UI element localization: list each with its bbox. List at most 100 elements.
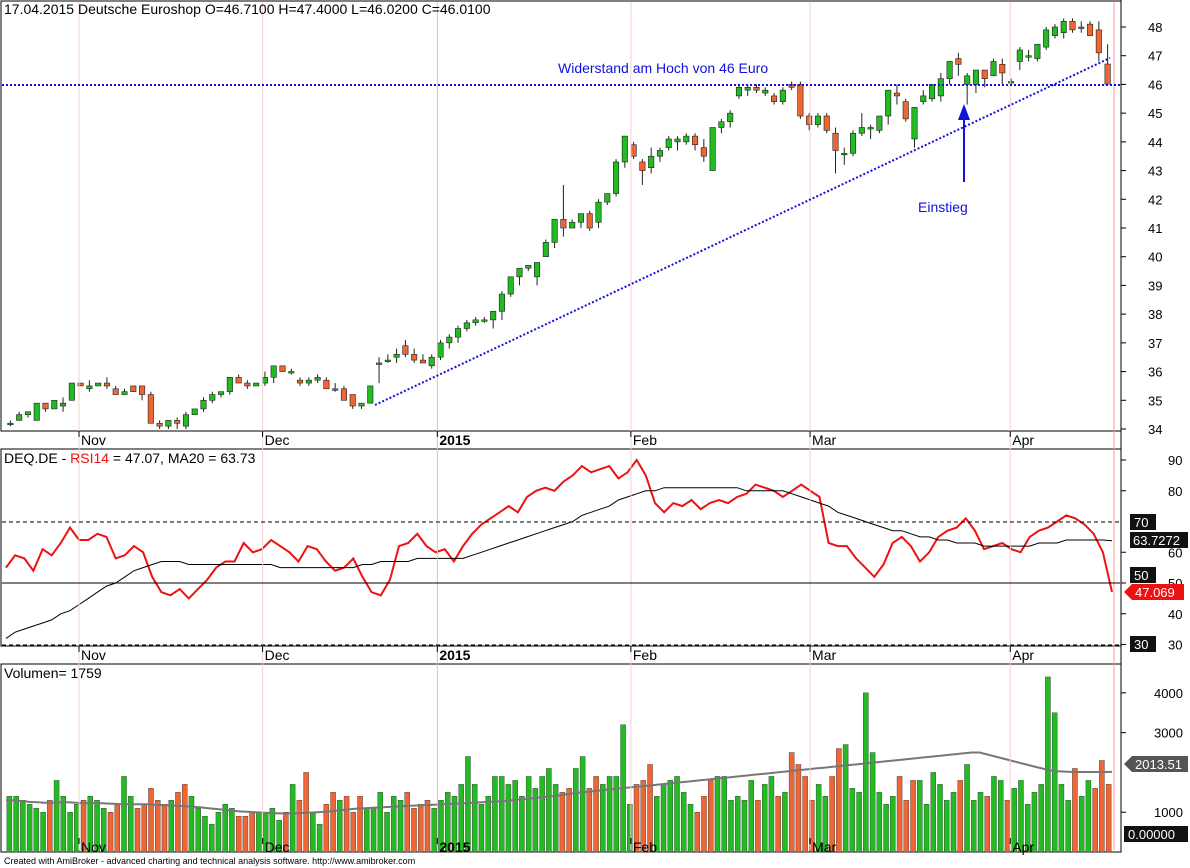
volume-bar — [1078, 796, 1085, 853]
volume-bar — [714, 776, 721, 853]
volume-bars — [6, 676, 1113, 853]
x-tick-label: Dec — [265, 432, 290, 448]
candle-body — [841, 153, 848, 156]
candle-body — [253, 382, 260, 387]
candle-body — [42, 402, 49, 410]
volume-bar — [1065, 800, 1071, 853]
candle-body — [735, 87, 742, 97]
volume-bar — [168, 800, 174, 853]
candle-body — [7, 422, 14, 426]
rsi-y-tick-label: 90 — [1168, 453, 1182, 468]
candle-body — [288, 371, 295, 374]
volume-bar — [734, 796, 741, 853]
candle-body — [165, 420, 172, 427]
candle-body — [411, 354, 418, 361]
volume-bar — [708, 780, 714, 853]
candle-body — [498, 293, 505, 312]
volume-bar — [573, 768, 579, 853]
volume-bar — [471, 784, 478, 853]
volume-bar — [937, 784, 943, 853]
volume-bar — [917, 780, 923, 853]
volume-bar — [20, 800, 26, 853]
volume-bar — [674, 776, 680, 853]
volume-bar — [822, 796, 829, 853]
price-y-tick-label: 42 — [1148, 192, 1162, 207]
volume-bar — [768, 776, 775, 853]
candle-body — [305, 379, 312, 384]
candle-body — [753, 87, 760, 91]
volume-badge-ma-bg — [1124, 756, 1188, 772]
candle-body — [182, 414, 189, 427]
volume-bar — [404, 792, 410, 853]
candle-body — [68, 382, 75, 401]
x-tick-label: Nov — [81, 432, 106, 448]
rsi-badge-current: 47.069 — [1135, 585, 1175, 600]
volume-y-tick-label: 4000 — [1154, 686, 1183, 701]
volume-y-tick-label: 1000 — [1154, 805, 1183, 820]
volume-bar — [384, 812, 390, 853]
volume-bar — [761, 784, 768, 853]
price-y-tick-label: 46 — [1148, 77, 1162, 92]
volume-bar — [694, 812, 700, 853]
price-y-tick-label: 44 — [1148, 135, 1162, 150]
candle-body — [850, 132, 857, 154]
volume-bar — [316, 823, 323, 853]
rsi-badge-ma: 63.7272 — [1133, 533, 1180, 548]
entry-annotation: Einstieg — [918, 199, 968, 215]
entry-arrow-head — [958, 104, 970, 120]
candle-body — [534, 262, 541, 278]
volume-bar — [519, 796, 525, 853]
candle-body — [349, 394, 356, 407]
volume-bar — [6, 796, 13, 853]
volume-bar — [579, 756, 586, 853]
rsi-badge-ma-bg — [1130, 532, 1188, 548]
rsi-ma-line — [5, 487, 1113, 639]
candle-body — [946, 61, 953, 79]
candle-body — [226, 377, 233, 392]
volume-bar — [984, 796, 990, 853]
volume-bar — [755, 800, 761, 853]
volume-bar — [242, 815, 249, 853]
rsi-badge-30: 30 — [1134, 637, 1148, 652]
x-tick-label: Mar — [812, 839, 836, 855]
volume-bar — [505, 784, 512, 853]
candle-body — [639, 161, 646, 171]
resistance-annotation: Widerstand am Hoch von 46 Euro — [558, 60, 768, 76]
volume-bar — [1045, 676, 1051, 853]
candle-body — [279, 365, 286, 372]
candle-body — [112, 388, 119, 395]
volume-bar — [559, 792, 566, 853]
volume-bar — [849, 788, 856, 853]
candle-body — [174, 420, 181, 424]
candle-body — [569, 221, 576, 229]
volume-bar — [114, 804, 121, 853]
candle-body — [472, 319, 479, 324]
candle-body — [586, 213, 593, 229]
footer-credit: Created with AmiBroker - advanced charti… — [4, 856, 415, 866]
candle-body — [955, 58, 962, 65]
volume-bar — [566, 788, 572, 853]
volume-bar — [971, 800, 977, 853]
volume-bar — [856, 792, 862, 853]
volume-bar — [350, 812, 357, 853]
volume-bar — [141, 804, 147, 853]
candle-body — [1078, 26, 1085, 29]
candle-body — [419, 359, 426, 364]
candle-body — [367, 385, 374, 404]
volume-bar — [94, 800, 100, 853]
volume-bar — [883, 804, 889, 853]
candle-body — [727, 112, 734, 123]
volume-bar — [188, 796, 195, 853]
candle-body — [542, 242, 549, 258]
candle-body — [832, 132, 839, 151]
volume-bar — [431, 808, 437, 853]
candle-body — [648, 155, 655, 168]
volume-bar — [654, 796, 660, 853]
volume-bar — [465, 756, 471, 853]
candle-body — [1069, 20, 1076, 31]
volume-badge-zero: 0.00000 — [1128, 827, 1175, 842]
volume-bar — [964, 764, 970, 853]
volume-bar — [195, 808, 201, 853]
volume-bar — [633, 784, 640, 853]
volume-bar — [485, 796, 491, 853]
